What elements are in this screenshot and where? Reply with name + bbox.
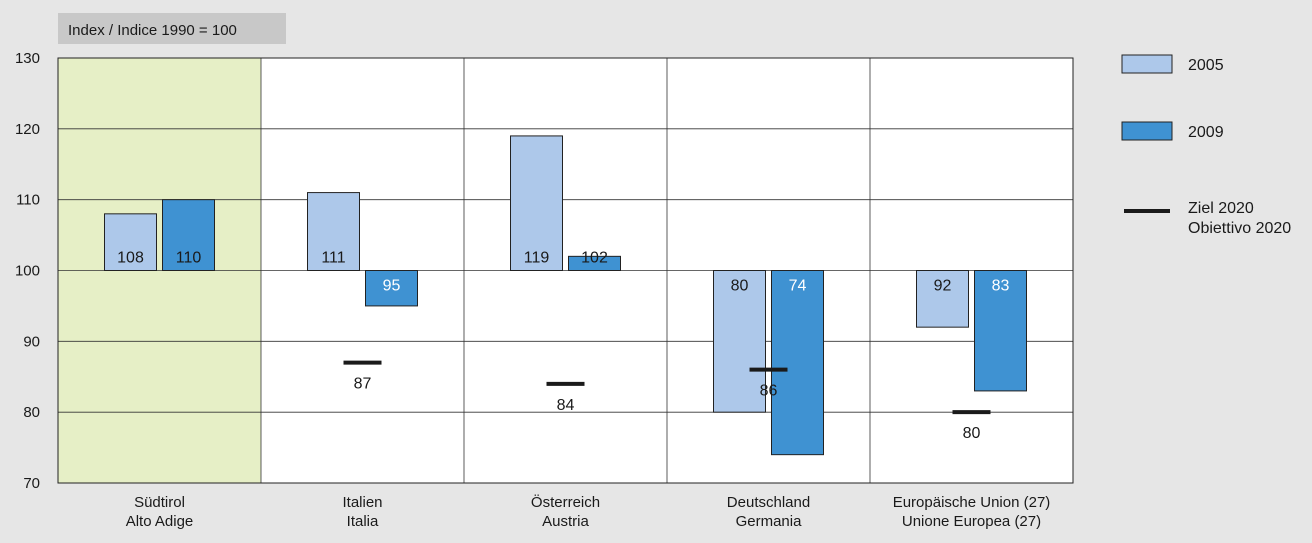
index-label-background bbox=[58, 13, 286, 44]
bars: 108 110 111 95 119 102 80 74 92 83 bbox=[104, 135, 1027, 456]
bar-value-label: 110 bbox=[176, 250, 202, 267]
bar-2009-0 bbox=[162, 199, 215, 272]
index-label-box: Index / Indice 1990 = 100 bbox=[58, 13, 286, 44]
y-tick-label: 110 bbox=[16, 192, 40, 209]
target-markers: 87 84 86 80 bbox=[343, 360, 991, 442]
legend: 2005 2009 Ziel 2020 Obiettivo 2020 bbox=[1121, 54, 1291, 237]
x-category-sublabel: Alto Adige bbox=[126, 513, 194, 530]
y-tick-label: 70 bbox=[23, 475, 40, 492]
bar-value-label: 83 bbox=[992, 278, 1010, 295]
bar-2009-2 bbox=[568, 255, 621, 272]
bar-value-label: 108 bbox=[117, 250, 144, 267]
bar-2005-4 bbox=[916, 270, 969, 328]
y-tick-label: 120 bbox=[15, 121, 40, 138]
target-value-label: 84 bbox=[557, 397, 575, 414]
target-value-label: 86 bbox=[760, 383, 778, 400]
bar-value-label: 74 bbox=[789, 278, 807, 295]
x-category-label: Deutschland bbox=[727, 494, 810, 511]
bar-value-label: 92 bbox=[934, 278, 952, 295]
x-category-sublabel: Unione Europea (27) bbox=[902, 513, 1041, 530]
plot-border bbox=[57, 57, 1074, 484]
bar-2005-0 bbox=[104, 213, 157, 271]
bar-value-label: 95 bbox=[383, 278, 401, 295]
bar-2005-2 bbox=[510, 135, 563, 271]
legend-swatch-2005 bbox=[1121, 54, 1173, 74]
legend-label-target: Ziel 2020 bbox=[1188, 200, 1254, 217]
bar-2009-3 bbox=[771, 270, 824, 456]
y-tick-label: 130 bbox=[15, 50, 40, 67]
target-value-label: 80 bbox=[963, 425, 981, 442]
legend-label-2009: 2009 bbox=[1188, 124, 1224, 141]
y-tick-label: 90 bbox=[23, 333, 40, 350]
bar-value-label: 111 bbox=[321, 250, 345, 267]
bar-2009-1 bbox=[365, 270, 418, 307]
bar-value-label: 102 bbox=[581, 250, 608, 267]
bar-2009-4 bbox=[974, 270, 1027, 392]
plot-frame bbox=[57, 57, 1074, 484]
x-category-label: Südtirol bbox=[134, 494, 185, 511]
x-category-label: Europäische Union (27) bbox=[893, 494, 1051, 511]
bar-value-label: 80 bbox=[731, 278, 749, 295]
legend-label-2005: 2005 bbox=[1188, 57, 1224, 74]
y-tick-label: 80 bbox=[23, 404, 40, 421]
legend-label-target-it: Obiettivo 2020 bbox=[1188, 220, 1291, 237]
x-category-label: Österreich bbox=[531, 493, 600, 511]
bar-value-label: 119 bbox=[524, 250, 550, 267]
x-category-sublabel: Italia bbox=[347, 513, 379, 530]
y-axis: 70 80 90 100 110 120 130 bbox=[15, 50, 40, 492]
bar-2005-3 bbox=[713, 270, 766, 413]
y-tick-label: 100 bbox=[15, 263, 40, 280]
x-category-sublabel: Germania bbox=[736, 513, 803, 530]
x-category-sublabel: Austria bbox=[542, 513, 589, 530]
target-value-label: 87 bbox=[354, 376, 372, 393]
bar-2005-1 bbox=[307, 192, 360, 271]
index-label: Index / Indice 1990 = 100 bbox=[68, 22, 237, 39]
x-category-label: Italien bbox=[342, 494, 382, 511]
legend-swatch-2009 bbox=[1121, 121, 1173, 141]
x-axis: Südtirol Alto Adige Italien Italia Österreic… bbox=[126, 493, 1051, 530]
